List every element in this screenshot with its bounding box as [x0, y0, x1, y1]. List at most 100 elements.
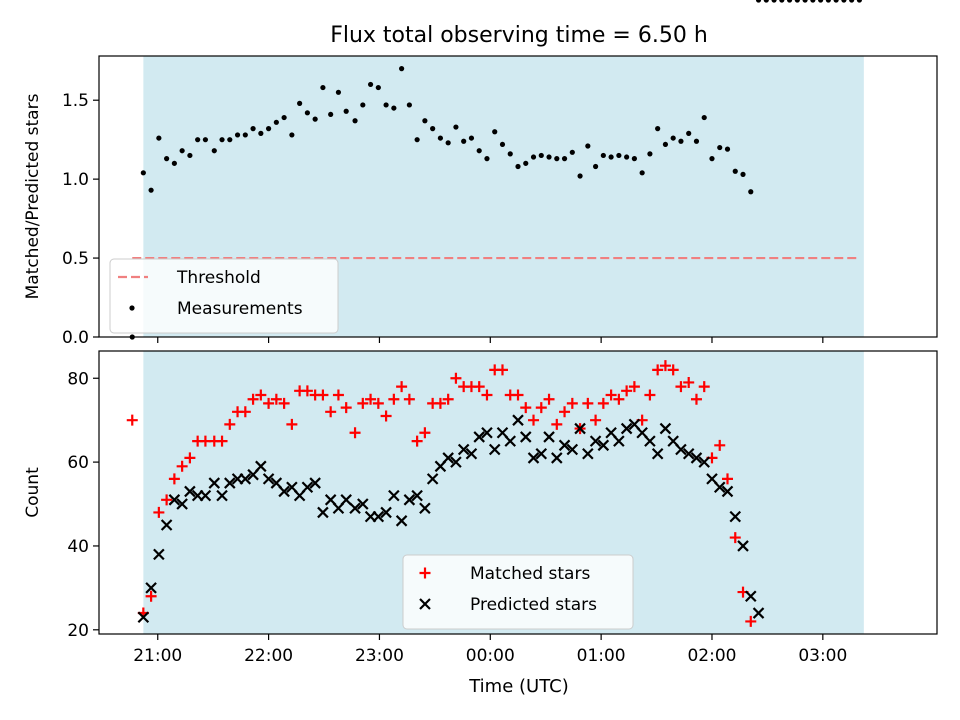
y-tick-label: 20 [67, 621, 89, 641]
measurement-point [437, 135, 444, 141]
measurement-point [779, 0, 785, 3]
predicted-star-point [419, 502, 431, 514]
matched-star-point [597, 397, 609, 409]
matched-star-point [512, 389, 524, 401]
matched-star-point [722, 473, 733, 485]
measurement-point [281, 114, 287, 121]
measurement-point [461, 138, 467, 144]
measurement-point [755, 0, 762, 3]
measurement-point [554, 156, 560, 162]
measurement-point [258, 130, 264, 136]
predicted-star-point [137, 611, 150, 624]
matched-star-point [496, 364, 508, 376]
predicted-star-point [737, 540, 749, 552]
matched-star-point [357, 397, 369, 409]
predicted-star-point [651, 447, 664, 460]
measurement-point [561, 156, 568, 162]
measurement-point [492, 129, 498, 135]
measurement-point [608, 154, 614, 160]
predicted-star-point [589, 435, 602, 447]
matched-star-point [419, 427, 431, 439]
legend-label: Predicted stars [470, 595, 597, 615]
predicted-star-point [465, 447, 478, 460]
measurement-point [670, 135, 676, 141]
predicted-star-point [450, 456, 462, 468]
legend-measurement-swatch [129, 305, 135, 311]
x-tick-label: 21:00 [133, 646, 182, 666]
legend-predicted-swatch [419, 598, 431, 610]
predicted-star-point [729, 510, 742, 523]
predicted-star-point [349, 502, 361, 514]
predicted-star-point [426, 473, 439, 485]
measurement-point [841, 0, 847, 3]
predicted-star-point [566, 443, 579, 456]
measurement-point [810, 0, 816, 3]
measurement-point [414, 137, 420, 143]
matched-star-point [372, 397, 384, 409]
predicted-star-point [262, 473, 275, 485]
measurement-point [624, 154, 630, 160]
predicted-star-point [340, 494, 352, 506]
y-tick-label: 1.5 [62, 91, 89, 111]
measurement-point [304, 110, 310, 116]
predicted-star-point [216, 489, 228, 502]
matched-star-point [278, 397, 290, 409]
measurement-point [577, 173, 583, 179]
measurement-point [701, 114, 707, 121]
predicted-star-point [317, 506, 329, 519]
matched-star-point [340, 402, 352, 414]
matched-star-point [380, 410, 392, 422]
measurement-point [187, 152, 193, 159]
matched-star-point [301, 385, 313, 397]
predicted-star-point [224, 477, 236, 489]
y-tick-label: 0.0 [62, 328, 89, 348]
measurement-point [763, 0, 769, 3]
legend: Threshold Measurements [109, 258, 339, 334]
measurement-point [227, 137, 233, 143]
matched-star-point [239, 406, 251, 418]
predicted-star-point [659, 422, 672, 435]
predicted-star-point [613, 435, 625, 447]
matched-star-point [247, 393, 259, 405]
matched-star-point [690, 393, 702, 405]
legend-label: Threshold [176, 268, 261, 288]
x-axis-label: Time (UTC) [468, 676, 569, 697]
matched-star-point [216, 435, 228, 447]
predicted-star-point [682, 447, 695, 460]
measurement-point [771, 0, 777, 3]
matched-star-point [388, 393, 400, 405]
predicted-star-point [153, 548, 165, 561]
y-tick-label: 1.0 [62, 170, 89, 190]
matched-star-point [528, 414, 540, 426]
measurement-point [592, 163, 599, 170]
matched-star-point [176, 460, 188, 472]
measurement-point [794, 0, 800, 3]
predicted-star-point [644, 435, 656, 447]
measurement-point [748, 189, 754, 195]
measurement-point [647, 151, 653, 157]
legend-matched-swatch [419, 567, 431, 579]
measurement-point [445, 140, 451, 146]
matched-star-point [286, 418, 298, 430]
matched-star-point [714, 439, 726, 451]
measurement-point [856, 0, 863, 3]
measurement-point [234, 132, 241, 138]
matched-star-point [535, 402, 547, 414]
measurement-point [171, 160, 177, 166]
measurement-point [616, 152, 622, 159]
matched-star-point [184, 452, 196, 464]
matched-star-point [450, 372, 462, 384]
matched-star-point [153, 506, 165, 518]
predicted-star-point [551, 452, 563, 464]
measurement-point [265, 126, 272, 132]
y-tick-label: 80 [67, 369, 89, 389]
matched-star-point [605, 389, 617, 401]
count-panel: 20 40 60 80 21:00 22:00 23:00 00:00 01:00 02:00 03… [23, 351, 938, 666]
x-tick-label: 00:00 [466, 646, 515, 666]
predicted-star-point [309, 477, 321, 489]
matched-star-point [332, 389, 344, 401]
measurement-point [343, 108, 349, 114]
measurement-point [140, 170, 146, 176]
measurement-point [724, 146, 731, 152]
predicted-star-point [411, 489, 423, 502]
